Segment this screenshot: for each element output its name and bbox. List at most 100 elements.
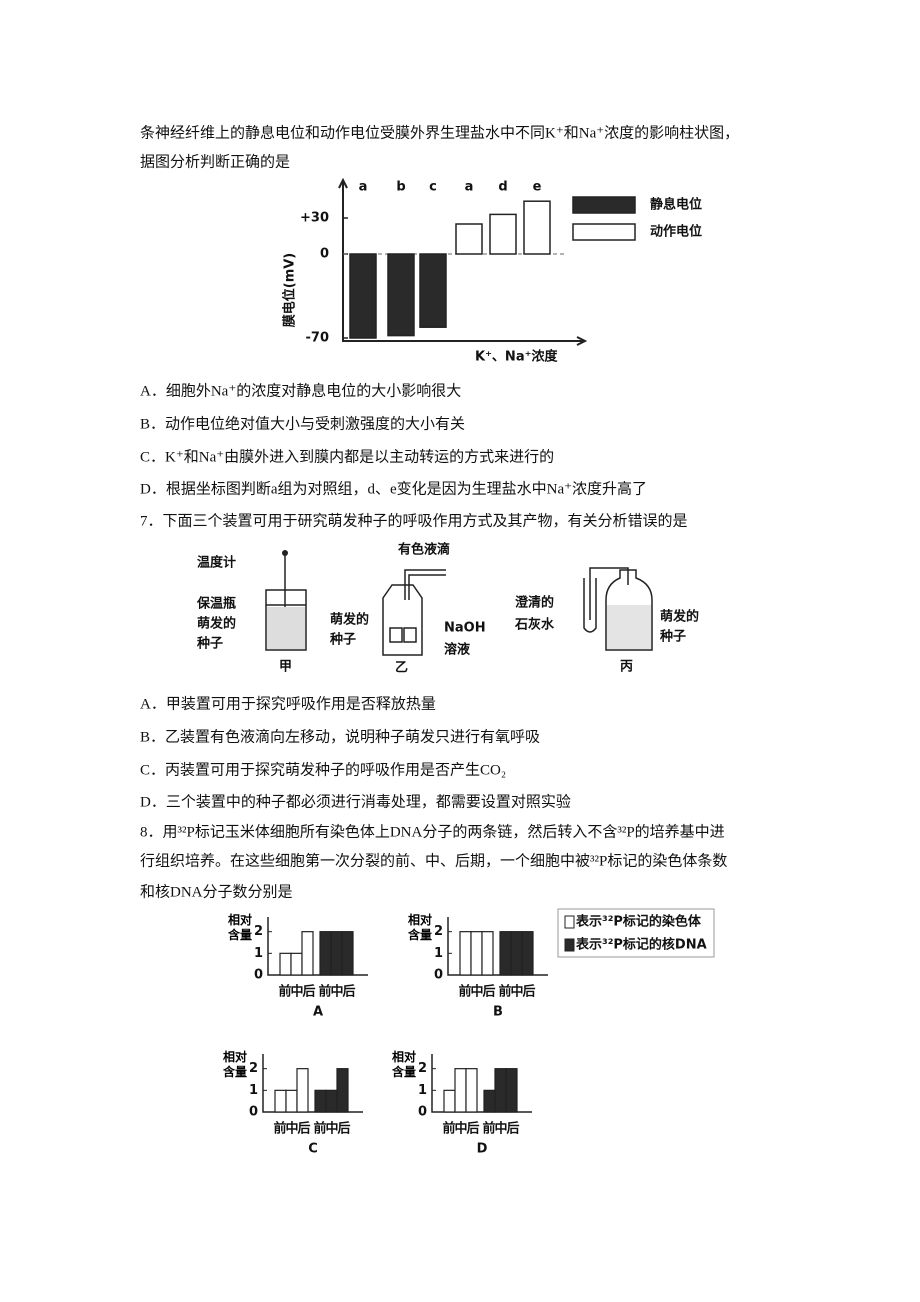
bar — [290, 952, 303, 976]
x-tick-label: 中 — [325, 1121, 338, 1137]
bar — [499, 931, 512, 976]
x-tick-label: 前 — [318, 984, 331, 1000]
y-tick-label: 2 — [418, 1061, 427, 1076]
x-tick-label: 前 — [442, 1121, 455, 1137]
bar — [494, 1068, 507, 1113]
label: NaOH — [444, 621, 486, 636]
label: 萌发的 — [330, 612, 369, 628]
x-tick-label: 前 — [313, 1121, 326, 1137]
seed-cup — [389, 627, 403, 643]
category-label: a — [359, 180, 368, 195]
label: 乙 — [395, 661, 408, 676]
bar — [387, 253, 415, 337]
category-label: b — [396, 180, 405, 195]
label: 丙 — [620, 660, 633, 675]
tube — [404, 569, 446, 600]
naoh-cup — [403, 627, 417, 643]
option: B．乙装置有色液滴向左移动，说明种子萌发只进行有氧呼吸 — [140, 727, 540, 745]
thermos — [265, 589, 307, 651]
x-tick-label: 中 — [454, 1121, 467, 1137]
y-axis — [342, 180, 585, 342]
option: A．甲装置可用于探究呼吸作用是否释放热量 — [140, 695, 436, 712]
y-tick-label: +30 — [300, 211, 329, 226]
panel-label: D — [477, 1142, 488, 1157]
bar — [505, 1068, 518, 1113]
bar — [301, 931, 314, 976]
apparatus-figure: 温度计 保温瓶 萌发的 种子 甲 有色液滴 萌发的 种子 NaOH 溶液 乙 澄… — [196, 542, 699, 676]
y-tick-label: 2 — [254, 924, 263, 939]
label: 有色液滴 — [398, 542, 450, 558]
x-tick-label: 前 — [498, 984, 511, 1000]
y-axis-label: 膜电位(mV) — [282, 253, 298, 328]
x-axis-label: K⁺、Na⁺浓度 — [475, 349, 558, 365]
bar — [459, 931, 472, 976]
bar — [349, 253, 377, 339]
x-tick-label: 前 — [273, 1121, 286, 1137]
panel-label: A — [313, 1005, 323, 1020]
x-tick-label: 后 — [466, 1121, 479, 1137]
label: 石灰水 — [514, 617, 555, 633]
y-tick-label: 0 — [434, 968, 443, 983]
stem-line: 据图分析判断正确的是 — [140, 153, 290, 170]
label: 萌发的 — [660, 609, 699, 625]
option: C．丙装置可用于探究萌发种子的呼吸作用是否产生CO₂ — [140, 761, 506, 778]
option: B．动作电位绝对值大小与受刺激强度的大小有关 — [140, 415, 465, 432]
bar — [521, 931, 534, 976]
x-tick-label: 中 — [510, 984, 523, 1000]
y-tick-label: -70 — [306, 331, 330, 346]
label: 种子 — [659, 629, 686, 645]
y-axis-label: 相对含量 — [407, 913, 432, 942]
legend-label: 静息电位 — [650, 197, 702, 213]
category-label: c — [429, 180, 437, 195]
x-tick-label: 中 — [285, 1121, 298, 1137]
x-tick-label: 前 — [458, 984, 471, 1000]
arrow — [338, 177, 588, 346]
stem-line: 行组织培养。在这些细胞第一次分裂的前、中、后期，一个细胞中被³²P标记的染色体条… — [140, 851, 727, 869]
y-axis-label-box: 相对含量 — [407, 913, 432, 942]
x-tick-label: 后 — [506, 1121, 519, 1137]
category-label: e — [533, 180, 542, 195]
stem-line: 8．用³²P标记玉米体细胞所有染色体上DNA分子的两条链，然后转入不含³²P的培… — [140, 823, 725, 840]
x-tick-label: 中 — [470, 984, 483, 1000]
label: 保温瓶 — [196, 596, 236, 612]
label: 温度计 — [197, 555, 236, 571]
bar — [454, 1068, 467, 1113]
category-label: d — [498, 180, 507, 195]
x-tick-label: 中 — [494, 1121, 507, 1137]
category-label: a — [465, 180, 474, 195]
bar — [470, 931, 483, 976]
bar — [481, 931, 494, 976]
y-tick-label: 1 — [434, 946, 443, 961]
bar — [489, 213, 517, 255]
y-tick-label: 0 — [249, 1105, 258, 1120]
bar — [314, 1089, 327, 1113]
x-tick-label: 后 — [297, 1121, 310, 1137]
bar — [274, 1089, 287, 1113]
bottle — [382, 584, 423, 656]
y-axis-label-box: 相对含量 — [228, 913, 252, 942]
bar — [325, 1089, 338, 1113]
option: D．根据坐标图判断a组为对照组，d、e变化是因为生理盐水中Na⁺浓度升高了 — [140, 480, 647, 497]
x-tick-label: 后 — [302, 984, 315, 1000]
bar — [523, 200, 551, 255]
bar — [443, 1089, 456, 1113]
x-tick-label: 后 — [342, 984, 355, 1000]
panel-label: B — [493, 1005, 503, 1020]
y-tick-label: 0 — [254, 968, 263, 983]
legend-frame — [557, 908, 715, 958]
y-axis-label-box: 相对含量 — [392, 1050, 416, 1079]
panel-label: C — [308, 1142, 318, 1157]
x-tick-label: 前 — [482, 1121, 495, 1137]
stem-line: 和核DNA分子数分别是 — [140, 883, 293, 900]
y-tick-label: 1 — [418, 1083, 427, 1098]
legend-swatch — [572, 223, 636, 241]
label: 萌发的 — [197, 616, 236, 632]
bar — [483, 1089, 496, 1113]
bar — [330, 931, 343, 976]
y-tick-label: 0 — [418, 1105, 427, 1120]
stem-line: 条神经纤维上的静息电位和动作电位受膜外界生理盐水中不同K⁺和Na⁺浓度的影响柱状… — [140, 124, 739, 141]
x-tick-label: 前 — [278, 984, 291, 1000]
